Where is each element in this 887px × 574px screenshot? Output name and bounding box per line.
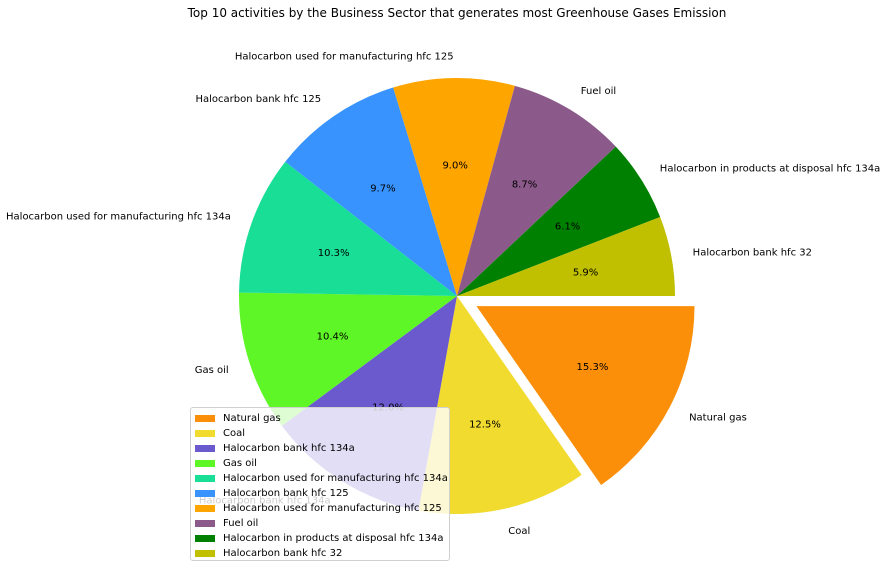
legend-item: Halocarbon used for manufacturing hfc 12… bbox=[195, 501, 449, 516]
legend-item: Halocarbon in products at disposal hfc 1… bbox=[195, 531, 449, 546]
pie-slice-halocarbon-in-products-at-disposal-hfc-134a bbox=[457, 146, 661, 296]
legend-item: Halocarbon bank hfc 32 bbox=[195, 546, 449, 561]
pie-percent-label: 10.3% bbox=[318, 248, 350, 259]
legend-swatch bbox=[195, 550, 215, 557]
pie-percent-label: 9.7% bbox=[370, 184, 395, 195]
legend-label: Natural gas bbox=[223, 413, 281, 424]
legend-item: Coal bbox=[195, 426, 449, 441]
pie-slice-halocarbon-used-for-manufacturing-hfc-125 bbox=[393, 78, 515, 297]
pie-slice-label: Halocarbon bank hfc 32 bbox=[693, 247, 812, 258]
legend-swatch bbox=[195, 430, 215, 437]
legend-label: Halocarbon used for manufacturing hfc 12… bbox=[223, 503, 442, 514]
pie-percent-label: 15.3% bbox=[577, 362, 609, 373]
pie-percent-label: 9.0% bbox=[442, 161, 467, 172]
legend-swatch bbox=[195, 415, 215, 422]
pie-slice-halocarbon-used-for-manufacturing-hfc-134a bbox=[239, 161, 457, 296]
legend-item: Halocarbon bank hfc 125 bbox=[195, 486, 449, 501]
pie-percent-label: 8.7% bbox=[512, 179, 537, 190]
legend-item: Fuel oil bbox=[195, 516, 449, 531]
pie-percent-label: 10.4% bbox=[317, 332, 349, 343]
legend-item: Halocarbon bank hfc 134a bbox=[195, 441, 449, 456]
legend-label: Coal bbox=[223, 428, 246, 439]
pie-slice-label: Natural gas bbox=[689, 413, 747, 424]
pie-slice-label: Halocarbon used for manufacturing hfc 13… bbox=[6, 212, 231, 223]
chart-title: Top 10 activities by the Business Sector… bbox=[187, 6, 727, 20]
pie-slice-gas-oil bbox=[239, 292, 457, 426]
pie-slice-coal bbox=[418, 296, 582, 514]
legend-swatch bbox=[195, 520, 215, 527]
legend-swatch bbox=[195, 460, 215, 467]
pie-slice-label: Coal bbox=[508, 526, 530, 537]
pie-slice-halocarbon-bank-hfc-32 bbox=[457, 216, 675, 296]
pie-percent-label: 6.1% bbox=[555, 222, 580, 233]
legend-swatch bbox=[195, 505, 215, 512]
pie-slice-label: Fuel oil bbox=[581, 86, 616, 97]
legend-swatch bbox=[195, 535, 215, 542]
legend-label: Halocarbon bank hfc 32 bbox=[223, 548, 343, 559]
chart-legend: Natural gas Coal Halocarbon bank hfc 134a G… bbox=[190, 407, 450, 561]
legend-label: Gas oil bbox=[223, 458, 257, 469]
pie-percent-label: 5.9% bbox=[573, 267, 598, 278]
legend-item: Halocarbon used for manufacturing hfc 13… bbox=[195, 471, 449, 486]
legend-label: Halocarbon bank hfc 134a bbox=[223, 443, 355, 454]
pie-slice-label: Gas oil bbox=[195, 365, 229, 376]
legend-label: Halocarbon bank hfc 125 bbox=[223, 488, 349, 499]
pie-slice-label: Halocarbon in products at disposal hfc 1… bbox=[660, 164, 880, 175]
pie-slice-halocarbon-bank-hfc-125 bbox=[285, 87, 457, 296]
pie-slice-label: Halocarbon bank hfc 125 bbox=[195, 94, 321, 105]
pie-slice-fuel-oil bbox=[457, 85, 616, 296]
pie-percent-label: 12.5% bbox=[469, 419, 501, 430]
legend-swatch bbox=[195, 445, 215, 452]
legend-label: Fuel oil bbox=[223, 518, 259, 529]
legend-label: Halocarbon used for manufacturing hfc 13… bbox=[223, 473, 448, 484]
pie-slice-label: Halocarbon used for manufacturing hfc 12… bbox=[235, 52, 454, 63]
legend-label: Halocarbon in products at disposal hfc 1… bbox=[223, 533, 444, 544]
pie-slice-natural-gas bbox=[476, 306, 695, 486]
legend-swatch bbox=[195, 475, 215, 482]
legend-item: Natural gas bbox=[195, 411, 449, 426]
legend-swatch bbox=[195, 490, 215, 497]
legend-item: Gas oil bbox=[195, 456, 449, 471]
